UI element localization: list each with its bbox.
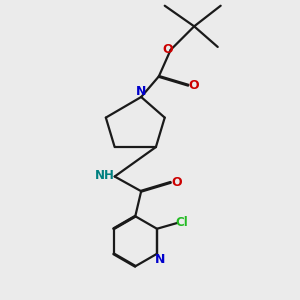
Text: N: N — [155, 253, 165, 266]
Text: N: N — [136, 85, 146, 98]
Text: O: O — [162, 44, 173, 56]
Text: O: O — [171, 176, 182, 189]
Text: O: O — [189, 79, 200, 92]
Text: Cl: Cl — [176, 216, 188, 230]
Text: NH: NH — [94, 169, 114, 182]
